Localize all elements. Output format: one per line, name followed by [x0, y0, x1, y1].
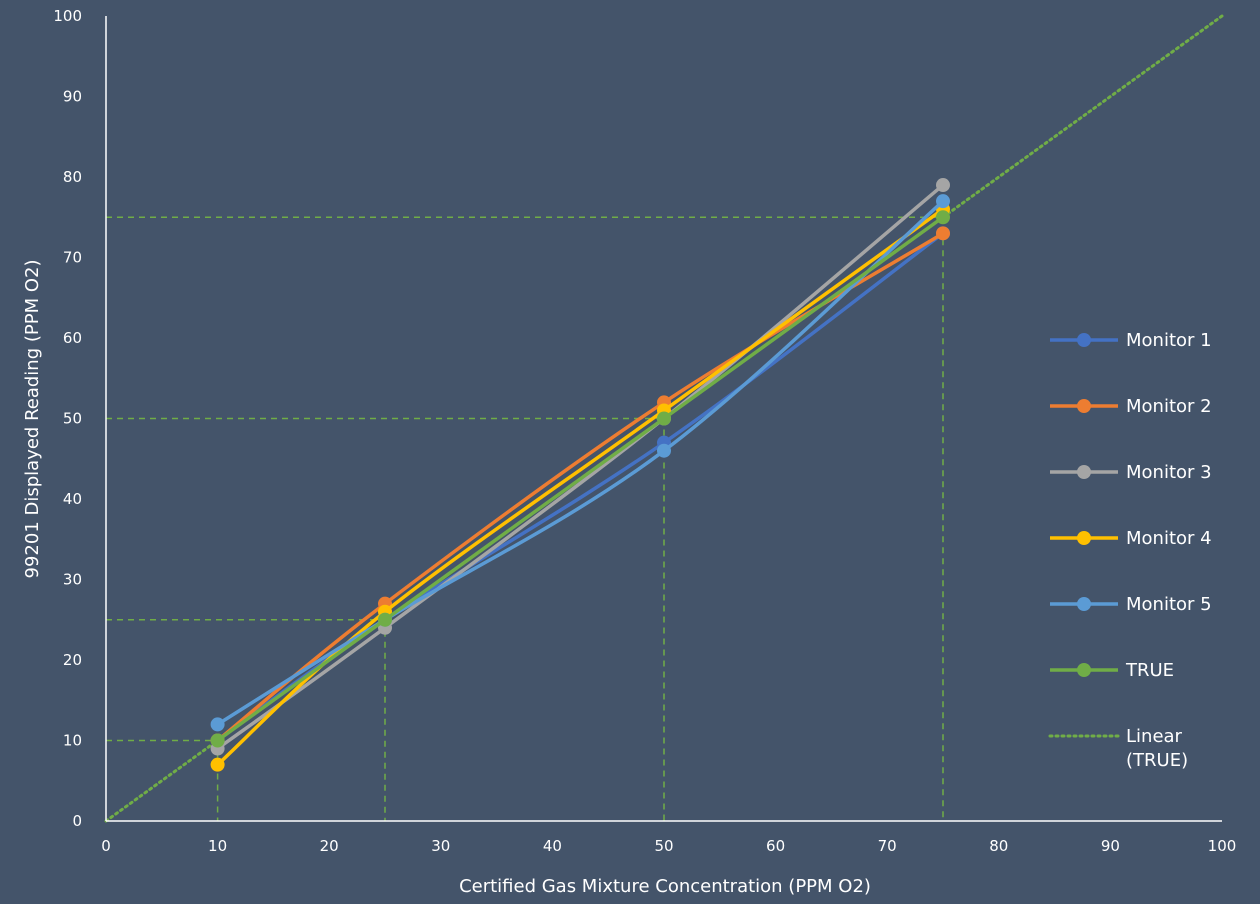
legend-item: Monitor 2 — [1050, 396, 1212, 417]
y-tick-label: 30 — [63, 571, 82, 589]
series-monitor-2 — [210, 226, 950, 748]
data-point — [936, 178, 950, 193]
y-tick-label: 70 — [63, 249, 82, 267]
series-monitor-4 — [210, 202, 950, 772]
legend-marker — [1077, 597, 1091, 611]
series-monitor-3 — [210, 178, 950, 756]
x-tick-label: 10 — [208, 837, 227, 855]
series-line — [215, 183, 945, 751]
legend-marker — [1077, 531, 1091, 545]
reference-lines — [106, 216, 944, 821]
y-tick-label: 0 — [72, 812, 82, 830]
series-line — [215, 199, 945, 727]
legend-marker — [1077, 663, 1091, 677]
tick-labels: 0 10 20 30 40 50 60 70 80 90 100 0 10 20 30 40 50 60 70 80 9… — [53, 7, 1236, 855]
legend-item: TRUE — [1050, 660, 1174, 681]
x-tick-label: 70 — [878, 837, 897, 855]
legend-label: Linear — [1126, 726, 1183, 747]
data-point — [210, 733, 225, 748]
legend-label: Monitor 4 — [1126, 528, 1212, 549]
legend-label: Monitor 1 — [1126, 330, 1212, 351]
data-point — [378, 612, 392, 627]
x-tick-label: 40 — [543, 837, 562, 855]
data-point — [210, 717, 225, 732]
y-tick-label: 80 — [63, 168, 82, 186]
y-axis-title: 99201 Displayed Reading (PPM O2) — [22, 260, 43, 579]
legend: Monitor 1 Monitor 2 Monitor 3 Monitor 4 Moni… — [1048, 330, 1212, 771]
legend-marker — [1077, 333, 1091, 347]
y-tick-label: 100 — [53, 7, 82, 25]
legend-item-trendline: Linear (TRUE) — [1048, 726, 1188, 771]
y-tick-label: 60 — [63, 329, 82, 347]
x-tick-label: 100 — [1208, 837, 1237, 855]
legend-item: Monitor 3 — [1050, 462, 1212, 483]
series-monitor-1 — [210, 226, 950, 748]
x-tick-label: 50 — [654, 837, 673, 855]
legend-label: Monitor 2 — [1126, 396, 1212, 417]
legend-item: Monitor 5 — [1050, 594, 1212, 615]
data-point — [657, 411, 671, 426]
x-tick-label: 30 — [431, 837, 450, 855]
data-point — [657, 443, 671, 458]
series-line — [215, 207, 945, 767]
series-line — [215, 231, 945, 743]
legend-label: Monitor 5 — [1126, 594, 1212, 615]
legend-item: Monitor 4 — [1050, 528, 1212, 549]
legend-item: Monitor 1 — [1050, 330, 1212, 351]
y-tick-label: 10 — [63, 732, 82, 750]
series-line — [215, 215, 945, 743]
data-point — [210, 757, 225, 772]
x-tick-label: 0 — [101, 837, 111, 855]
y-tick-label: 40 — [63, 490, 82, 508]
legend-marker — [1077, 399, 1091, 413]
legend-marker — [1077, 465, 1091, 479]
data-point — [936, 210, 950, 225]
legend-label: (TRUE) — [1126, 750, 1188, 771]
y-tick-label: 20 — [63, 651, 82, 669]
legend-label: TRUE — [1125, 660, 1174, 681]
series-line — [215, 231, 945, 743]
x-tick-label: 80 — [989, 837, 1008, 855]
axes — [105, 16, 1222, 822]
x-tick-label: 20 — [320, 837, 339, 855]
x-tick-label: 60 — [766, 837, 785, 855]
y-tick-label: 90 — [63, 88, 82, 106]
x-tick-label: 90 — [1101, 837, 1120, 855]
data-point — [936, 194, 950, 209]
series-true — [210, 210, 950, 748]
legend-label: Monitor 3 — [1126, 462, 1212, 483]
y-tick-label: 50 — [63, 410, 82, 428]
series-lines — [210, 178, 950, 772]
x-axis-title: Certified Gas Mixture Concentration (PPM… — [459, 876, 871, 897]
data-point — [936, 226, 950, 241]
